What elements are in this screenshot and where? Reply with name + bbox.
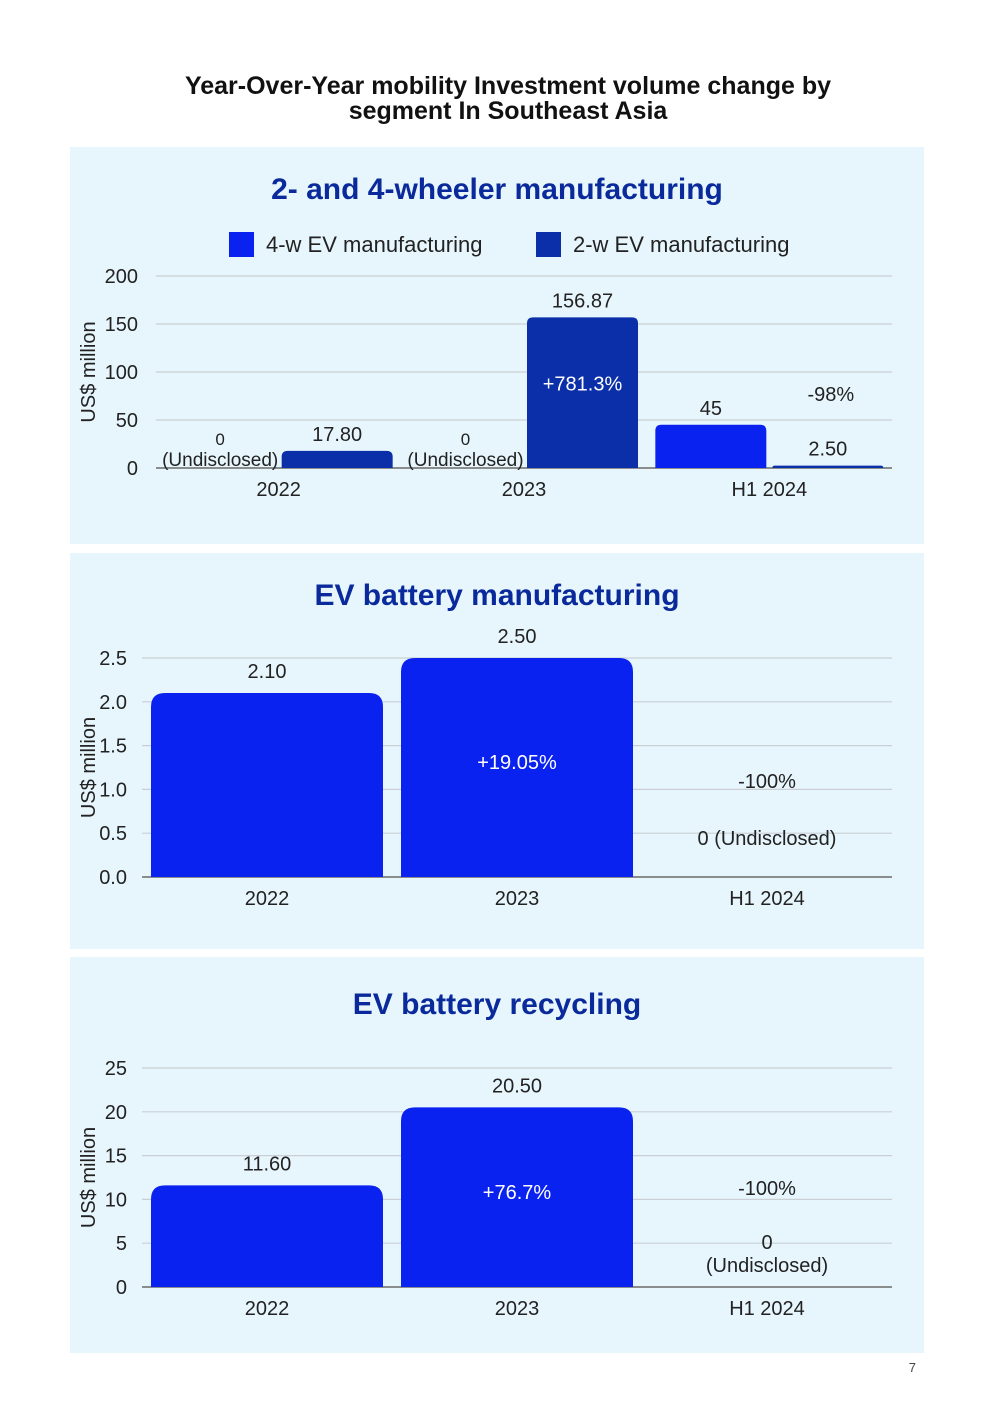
data-label: 45 — [700, 398, 722, 420]
legend-swatch-2w — [536, 232, 561, 257]
page-title-line-1: Year-Over-Year mobility Investment volum… — [184, 72, 832, 100]
data-label: 2.10 — [248, 661, 287, 683]
y-axis-label: US$ million — [78, 717, 100, 818]
bar-2023 — [401, 1107, 633, 1287]
data-sublabel: (Undisclosed) — [706, 1255, 828, 1277]
data-label: 0 — [461, 430, 470, 449]
y-axis-label: US$ million — [78, 321, 100, 422]
y-tick-label: 5 — [116, 1233, 127, 1255]
data-label: 2.50 — [808, 439, 847, 461]
x-tick-label: 2022 — [256, 479, 301, 501]
y-tick-label: 10 — [105, 1189, 127, 1211]
x-tick-label: 2023 — [495, 1298, 540, 1320]
decline-annotation: -100% — [738, 1178, 796, 1200]
growth-annotation: +76.7% — [483, 1182, 552, 1204]
growth-annotation: +781.3% — [543, 373, 623, 395]
chart-title: EV battery recycling — [352, 988, 642, 1021]
y-axis-label: US$ million — [78, 1127, 100, 1228]
y-tick-label: 100 — [105, 362, 138, 384]
y-tick-label: 0.0 — [99, 867, 127, 889]
y-tick-label: 50 — [116, 410, 138, 432]
y-tick-label: 2.0 — [99, 692, 127, 714]
bar-4w-h1-2024 — [655, 424, 767, 468]
chart-panel-wheeler-manufacturing: 2- and 4-wheeler manufacturing 4-w EV ma… — [70, 147, 924, 544]
x-tick-label: 2022 — [245, 1298, 290, 1320]
y-tick-label: 0.5 — [99, 823, 127, 845]
page-number: 7 — [908, 1360, 916, 1375]
y-tick-label: 150 — [105, 314, 138, 336]
data-label: 17.80 — [312, 424, 362, 446]
chart-title: 2- and 4-wheeler manufacturing — [271, 173, 723, 206]
y-tick-label: 0 — [127, 458, 138, 480]
legend-label-4w: 4-w EV manufacturing — [266, 232, 483, 257]
data-sublabel: (Undisclosed) — [407, 450, 523, 471]
chart-battery-manufacturing: 0.0 0.5 1.0 1.5 2.0 2.5 US$ million 2.10 2.50 0 (… — [78, 626, 892, 910]
growth-annotation: +19.05% — [477, 752, 557, 774]
data-label: 0 (Undisclosed) — [698, 828, 837, 850]
data-label: 20.50 — [492, 1075, 542, 1097]
bar-2w-2022 — [281, 450, 393, 468]
x-tick-label: H1 2024 — [729, 1298, 805, 1320]
data-label: 156.87 — [552, 290, 613, 312]
y-tick-label: 1.5 — [99, 736, 127, 758]
chart-panel-battery-recycling: EV battery recycling 0 5 10 15 20 25 US$ milli… — [70, 957, 924, 1353]
chart-panel-battery-manufacturing: EV battery manufacturing 0.0 0.5 1.0 1.5 2.0… — [70, 553, 924, 949]
decline-annotation: -98% — [807, 384, 854, 406]
x-tick-label: H1 2024 — [729, 888, 805, 910]
y-tick-label: 20 — [105, 1102, 127, 1124]
y-tick-label: 25 — [105, 1058, 127, 1080]
page-title: Year-Over-Year mobility Investment volum… — [100, 74, 916, 124]
chart-legend: 4-w EV manufacturing 2-w EV manufacturin… — [70, 229, 924, 259]
y-tick-label: 0 — [116, 1277, 127, 1299]
chart-title: EV battery manufacturing — [314, 579, 680, 612]
legend-swatch-4w — [229, 232, 254, 257]
y-tick-label: 15 — [105, 1146, 127, 1168]
data-label: 0 — [215, 430, 224, 449]
bar-2023 — [401, 658, 633, 877]
bar-2022 — [151, 693, 383, 877]
data-label: 11.60 — [243, 1153, 292, 1175]
x-tick-label: 2023 — [502, 479, 547, 501]
y-tick-label: 2.5 — [99, 648, 127, 670]
data-label: 0 — [761, 1232, 772, 1254]
bar-2022 — [151, 1185, 383, 1287]
data-label: 2.50 — [498, 626, 537, 648]
decline-annotation: -100% — [738, 771, 796, 793]
legend-label-2w: 2-w EV manufacturing — [573, 232, 790, 257]
x-tick-label: 2023 — [495, 888, 540, 910]
bar-2w-h1-2024 — [772, 465, 884, 468]
page-title-line-2: segment In Southeast Asia — [348, 97, 668, 125]
y-tick-label: 200 — [105, 266, 138, 288]
x-tick-label: H1 2024 — [732, 479, 808, 501]
x-tick-label: 2022 — [245, 888, 290, 910]
bar-2w-2023 — [527, 317, 638, 468]
data-sublabel: (Undisclosed) — [162, 450, 278, 471]
y-tick-label: 1.0 — [99, 779, 127, 801]
